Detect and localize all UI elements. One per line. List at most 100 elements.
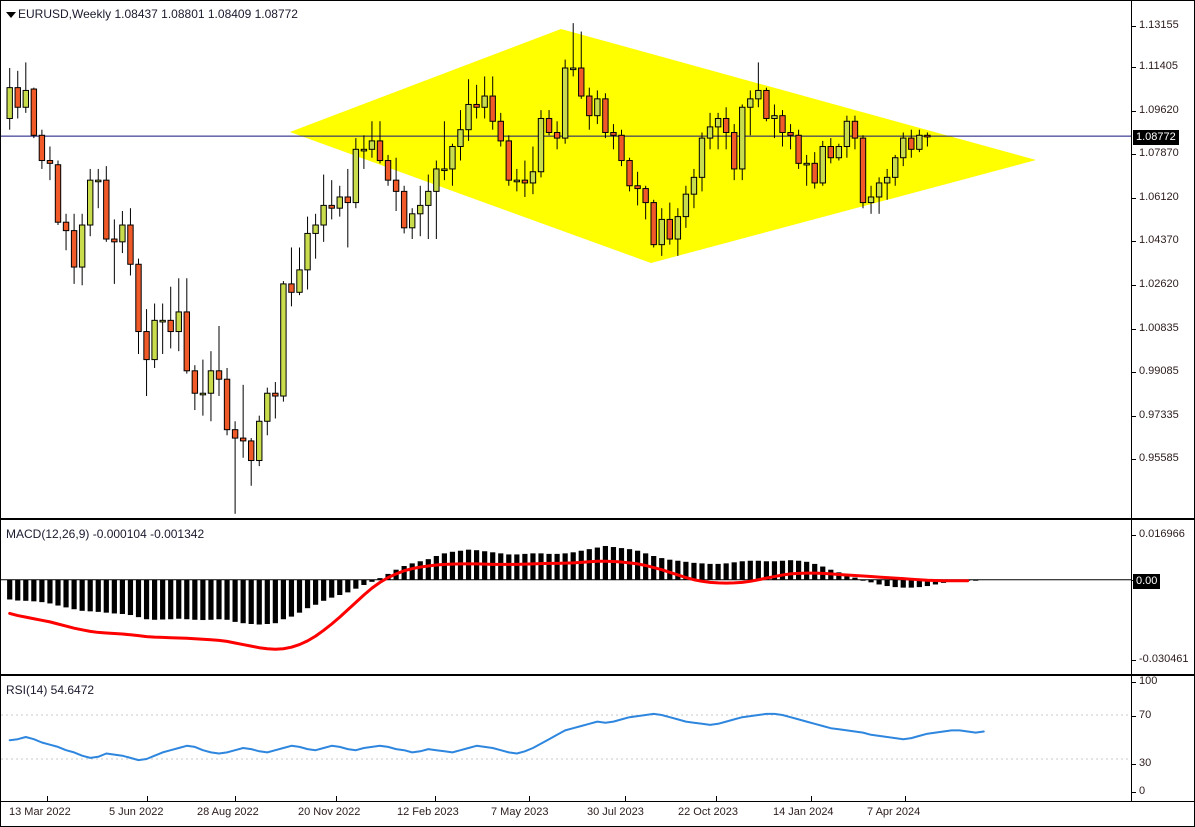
candlestick [610,131,617,136]
rsi-axis-label: 0 [1139,785,1146,797]
candlestick [151,319,158,361]
price-plot-area[interactable] [1,1,1132,518]
axis-tick [1132,682,1136,683]
candlestick [803,162,810,166]
time-axis[interactable]: 13 Mar 2022 5 Jun 2022 28 Aug 2022 20 Nov 2… [0,802,1195,827]
candlestick [698,137,706,178]
time-grid-tick [716,796,717,801]
axis-tick [1132,67,1136,68]
candlestick [215,370,223,380]
candlestick [497,120,504,142]
candlestick [602,98,609,133]
price-axis-label: 1.13155 [1139,19,1179,31]
price-axis-label: 1.04370 [1139,234,1179,246]
candlestick [682,193,690,218]
candlestick [304,232,311,271]
candlestick [272,392,279,397]
candlestick [14,87,21,108]
macd-axis-label: 0.016966 [1139,528,1185,540]
candlestick [706,126,714,139]
candlestick [392,179,400,192]
candlestick [642,188,649,204]
candlestick [763,89,770,119]
macd-axis[interactable]: 0.016966 -0.030461 0.00 [1131,520,1194,674]
candlestick [296,269,303,293]
candlestick [851,120,859,139]
price-axis[interactable]: 1.13155 1.11405 1.09620 1.07870 1.06120 1.043… [1131,1,1194,518]
candlestick [352,148,360,204]
candlestick [553,131,561,139]
time-grid-tick [235,796,236,801]
candlestick [449,146,456,170]
candlestick [95,179,102,183]
time-axis-label: 7 May 2023 [491,806,549,818]
candlestick [111,238,118,243]
price-pane: 1.13155 1.11405 1.09620 1.07870 1.06120 1.043… [0,0,1195,519]
candlestick [465,103,472,131]
candlestick [819,146,826,184]
rsi-axis-label: 30 [1139,757,1152,769]
candlestick [239,437,247,442]
price-axis-label: 1.06120 [1139,191,1179,203]
axis-tick [1132,764,1136,765]
candlestick [103,179,110,240]
candlestick [78,224,86,268]
candlestick [529,171,537,184]
candlestick [755,89,762,100]
symbol-ohlc-label: EURUSD,Weekly 1.08437 1.08801 1.08409 1.… [18,7,298,21]
price-axis-label: 1.11405 [1139,60,1178,72]
axis-tick [1132,111,1136,112]
candlestick [658,218,665,246]
time-axis-label: 20 Nov 2022 [298,806,361,818]
candlestick [264,392,271,422]
price-axis-label: 0.95585 [1139,452,1179,464]
axis-tick [1132,285,1136,286]
candlestick [207,370,215,394]
candlestick [489,95,496,122]
candlestick [835,146,843,159]
candlestick [674,216,682,240]
candlestick [70,230,78,268]
macd-pane: 0.016966 -0.030461 0.00 [0,519,1195,675]
candlestick [384,160,392,181]
candlestick [54,164,62,223]
time-grid-tick [147,796,148,801]
candlestick [787,131,794,136]
rsi-axis[interactable]: 100 70 30 0 [1131,676,1194,801]
time-axis-label: 5 Jun 2022 [109,806,164,818]
rsi-plot-area[interactable] [1,676,1132,801]
candlestick [883,176,891,184]
macd-plot-area[interactable] [1,520,1132,674]
candlestick [513,179,521,183]
time-axis-label: 7 Apr 2024 [867,806,921,818]
candlestick [916,134,923,150]
candlestick [739,106,746,170]
candlestick [626,160,633,187]
time-grid-tick [47,796,48,801]
candlestick [473,103,480,108]
time-grid-tick [625,796,626,801]
candlestick [223,378,231,431]
candlestick [175,311,182,333]
candlestick [771,115,778,119]
candlestick [859,137,867,204]
candlestick [722,117,730,133]
candlestick [119,224,126,243]
candlestick [231,429,239,439]
macd-zero-tag: 0.00 [1133,573,1161,589]
axis-tick [1132,792,1136,793]
candlestick [159,319,166,323]
axis-tick [1132,372,1136,373]
candlestick [795,134,802,164]
price-axis-label: 1.00835 [1139,322,1179,334]
rsi-axis-label: 70 [1139,709,1152,721]
time-axis-label: 28 Aug 2022 [197,806,259,818]
candlestick [908,137,915,150]
candlestick [6,87,13,119]
candlestick [714,117,722,128]
candlestick [320,204,327,226]
chevron-down-icon[interactable] [6,12,16,18]
candlestick-series [6,23,931,514]
candlestick [288,283,295,293]
